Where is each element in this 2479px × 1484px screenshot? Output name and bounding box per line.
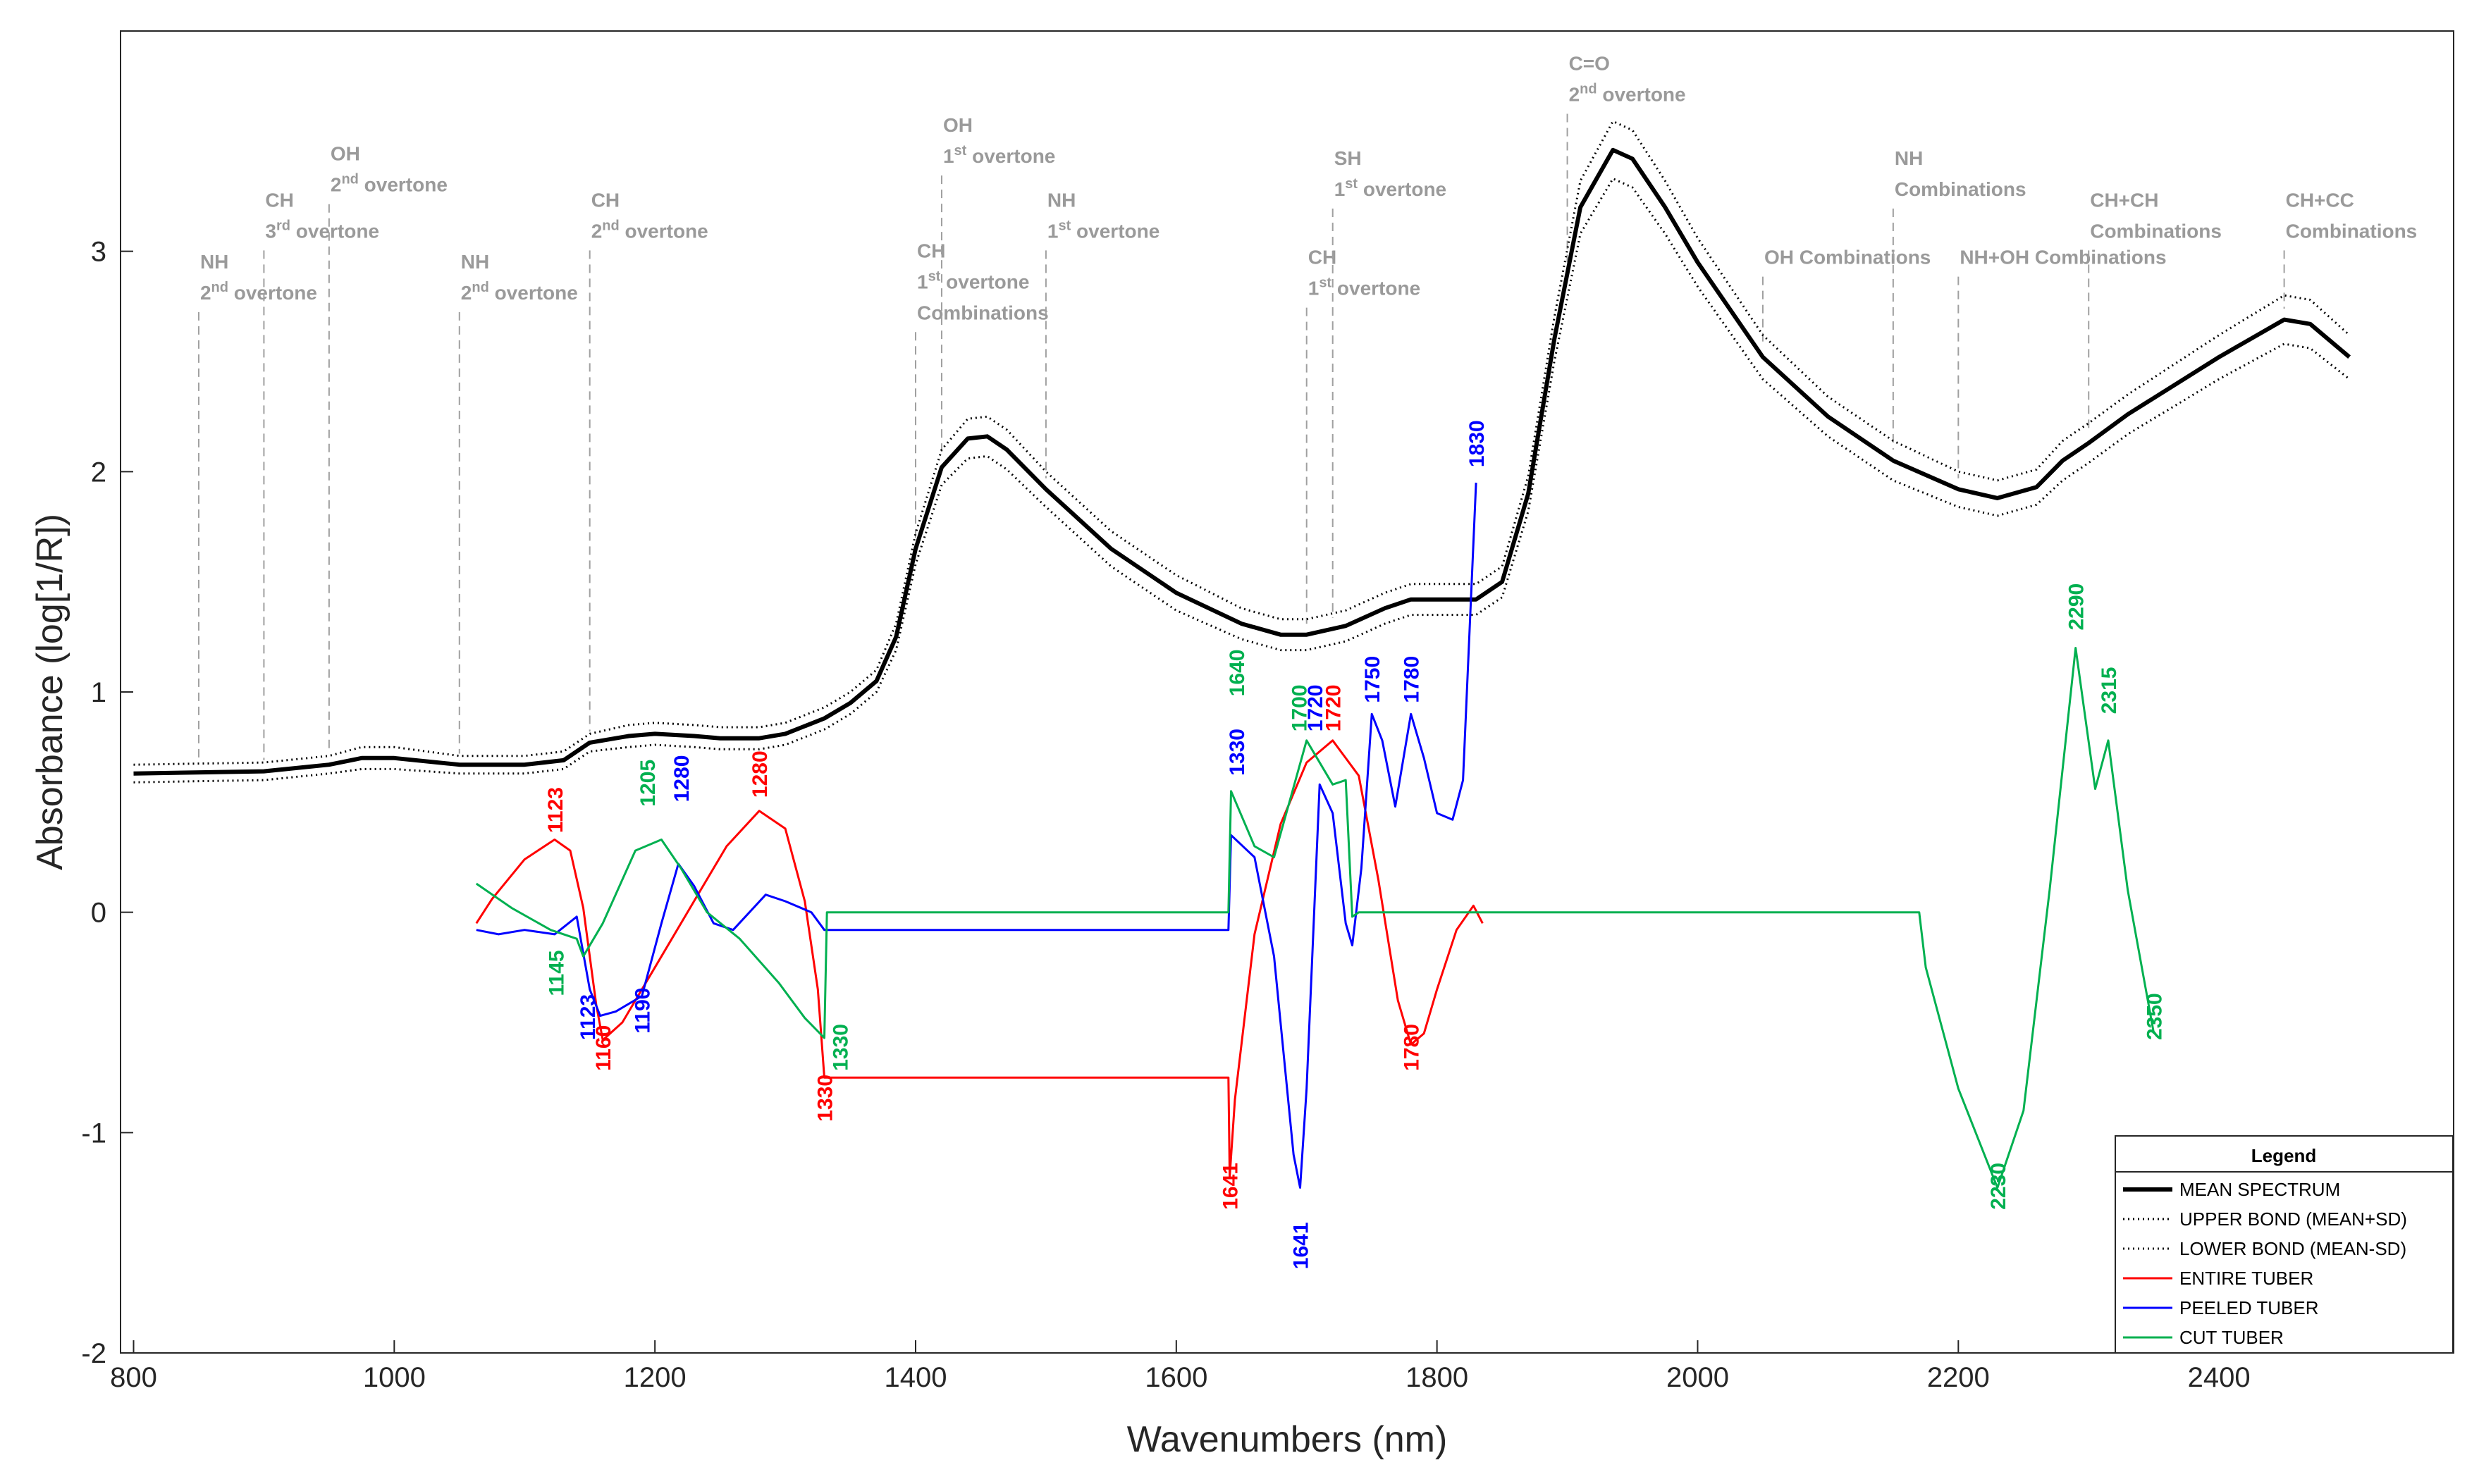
x-tick-label: 1400	[884, 1362, 947, 1393]
peak-label: 1160	[592, 1025, 615, 1071]
y-tick-label: 1	[91, 677, 106, 708]
legend: Legend MEAN SPECTRUM UPPER BOND (MEAN+SD)…	[2115, 1135, 2454, 1354]
peak-label: 1830	[1465, 420, 1489, 467]
peak-label: 1123	[577, 994, 600, 1040]
band-label: C=O	[1569, 53, 1610, 75]
band-label: 2nd overtone	[1569, 82, 1686, 106]
x-tick-label: 800	[110, 1362, 157, 1393]
band-label: NH	[461, 251, 489, 273]
legend-entry-label: UPPER BOND (MEAN+SD)	[2179, 1208, 2407, 1230]
band-label: NH	[1047, 189, 1076, 211]
peak-label: 2230	[1987, 1163, 2010, 1210]
peak-label: 1280	[749, 750, 772, 798]
series-lines	[133, 120, 2351, 1189]
band-label: NH	[1895, 147, 1923, 169]
band-label: Combinations	[1895, 178, 2026, 200]
x-tick-label: 1600	[1145, 1362, 1207, 1393]
band-label: 2nd overtone	[461, 280, 578, 304]
x-axis-label: Wavenumbers (nm)	[1127, 1419, 1448, 1460]
band-label: CH+CH	[2090, 189, 2158, 211]
band-label: CH	[1308, 247, 1336, 268]
band-label: Combinations	[2286, 220, 2418, 242]
peak-label: 1190	[632, 988, 655, 1034]
series-line-cut-tuber	[475, 647, 2155, 1189]
x-tick-label: 1200	[624, 1362, 687, 1393]
series-line-entire-tuber	[475, 739, 1484, 1178]
band-label: CH	[265, 189, 293, 211]
peak-label: 1330	[830, 1024, 853, 1071]
peak-label: 1720	[1304, 685, 1327, 732]
y-tick-label: 0	[91, 898, 106, 929]
series-line-upper-bond-mean-sd	[133, 120, 2351, 766]
peak-label: 1145	[546, 950, 569, 996]
legend-entry-label: MEAN SPECTRUM	[2179, 1179, 2340, 1200]
peak-label: 2315	[2098, 667, 2121, 715]
band-label: NH+OH Combinations	[1960, 247, 2166, 268]
peak-label: 1280	[670, 755, 694, 803]
legend-entry-label: LOWER BOND (MEAN-SD)	[2179, 1238, 2406, 1259]
peak-label: 1330	[1226, 729, 1249, 776]
band-label: 3rd overtone	[265, 218, 379, 242]
legend-entry-label: CUT TUBER	[2179, 1327, 2284, 1348]
peak-label: 1750	[1361, 656, 1384, 703]
legend-title: Legend	[2251, 1145, 2316, 1166]
band-label: OH	[331, 143, 360, 165]
peak-label: 1205	[636, 760, 660, 807]
peak-label: 1780	[1401, 1024, 1424, 1071]
peak-label: 2290	[2065, 583, 2089, 631]
legend-entries: MEAN SPECTRUM UPPER BOND (MEAN+SD) LOWER B…	[2123, 1179, 2407, 1348]
plot-area	[120, 30, 2454, 1354]
band-label: CH	[917, 240, 945, 261]
x-tick-label: 2000	[1666, 1362, 1729, 1393]
x-tick-label: 2200	[1927, 1362, 1990, 1393]
band-label: 2nd overtone	[591, 218, 708, 242]
axis-ticks: 800 1000 1200 1400 1600 1800 2000 2200 2400 -2 -1 0…	[81, 237, 2250, 1393]
x-tick-label: 1800	[1405, 1362, 1468, 1393]
peak-label: 1641	[1219, 1163, 1243, 1210]
band-label: OH	[943, 114, 973, 136]
band-label: CH+CC	[2286, 189, 2354, 211]
band-label: CH	[591, 189, 620, 211]
peak-label: 1640	[1226, 650, 1249, 697]
y-tick-label: 2	[91, 457, 106, 488]
series-line-mean-spectrum	[133, 147, 2351, 776]
band-label: SH	[1334, 147, 1362, 169]
legend-entry-label: PEELED TUBER	[2179, 1297, 2318, 1318]
peak-label: 1123	[544, 787, 567, 833]
band-label: OH Combinations	[1764, 247, 1931, 268]
x-tick-label: 2400	[2188, 1362, 2251, 1393]
y-tick-label: 3	[91, 237, 106, 268]
peak-label: 2350	[2143, 993, 2167, 1040]
band-label: Combinations	[917, 302, 1049, 323]
y-tick-label: -1	[81, 1118, 106, 1149]
y-tick-label: -2	[81, 1338, 106, 1369]
plot-frame	[120, 30, 2454, 1354]
band-label: 1st overtone	[917, 268, 1029, 292]
band-label: 2nd overtone	[200, 280, 317, 304]
peak-label: 1720	[1322, 685, 1346, 732]
peak-label: 1641	[1290, 1222, 1313, 1269]
band-label: Combinations	[2090, 220, 2222, 242]
peak-label: 1330	[814, 1075, 837, 1122]
legend-entry-label: ENTIRE TUBER	[2179, 1268, 2313, 1289]
band-label: NH	[200, 251, 228, 273]
peak-label: 1780	[1401, 656, 1424, 703]
peak-label: 1700	[1288, 685, 1312, 732]
y-axis-label: Absorbance (log[1/R])	[30, 514, 70, 870]
x-tick-label: 1000	[363, 1362, 426, 1393]
